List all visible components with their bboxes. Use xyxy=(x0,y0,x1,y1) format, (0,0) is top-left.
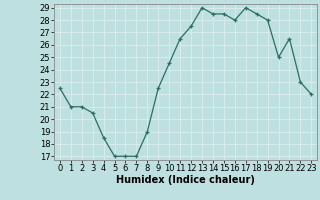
X-axis label: Humidex (Indice chaleur): Humidex (Indice chaleur) xyxy=(116,175,255,185)
